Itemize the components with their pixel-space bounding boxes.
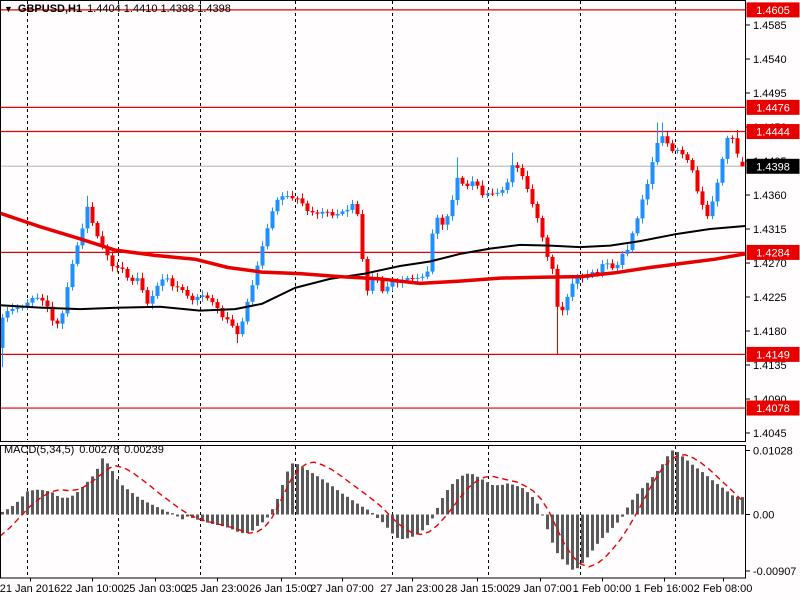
price-tick-label: 1.4360 — [753, 190, 787, 202]
time-tick-label: 25 Jan 03:00 — [123, 583, 187, 595]
time-tick-label: 29 Jan 07:00 — [508, 583, 572, 595]
level-price-badge: 1.4149 — [746, 346, 800, 362]
svg-text:1.4476: 1.4476 — [756, 102, 790, 114]
level-price-badge: 1.4078 — [746, 400, 800, 416]
svg-text:1.4605: 1.4605 — [756, 5, 790, 17]
time-tick-label: 1 Feb 00:00 — [573, 583, 632, 595]
macd-pane-border — [0, 445, 746, 579]
time-tick-label: 25 Jan 23:00 — [185, 583, 249, 595]
candlestick-series — [0, 122, 745, 368]
price-tick-label: 1.4180 — [753, 326, 787, 338]
time-tick-label: 28 Jan 15:00 — [445, 583, 509, 595]
time-tick-label: 21 Jan 2016 — [0, 583, 60, 595]
price-tick-label: 1.4585 — [753, 20, 787, 32]
vertical-grid-lines — [27, 1, 676, 577]
svg-text:1.4149: 1.4149 — [756, 349, 790, 361]
svg-text:1.4398: 1.4398 — [756, 161, 790, 173]
svg-text:1.4444: 1.4444 — [756, 127, 790, 139]
level-price-badge: 1.4444 — [746, 124, 800, 140]
level-price-badge: 1.4605 — [746, 2, 800, 18]
time-tick-label: 22 Jan 10:00 — [60, 583, 124, 595]
level-price-badge: 1.4476 — [746, 99, 800, 115]
macd-axis-label: 0.01028 — [753, 445, 793, 457]
svg-text:1.4284: 1.4284 — [756, 247, 790, 259]
time-tick-label: 26 Jan 15:00 — [249, 583, 313, 595]
level-price-badge: 1.4284 — [746, 244, 800, 260]
macd-signal-line — [0, 453, 742, 568]
macd-histogram — [1, 450, 744, 570]
macd-axis-label: 0.00 — [753, 510, 774, 522]
time-tick-label: 1 Feb 16:00 — [635, 583, 694, 595]
macd-axis-label: -0.00907 — [753, 566, 796, 578]
price-tick-label: 1.4045 — [753, 428, 787, 440]
time-tick-label: 2 Feb 08:00 — [694, 583, 753, 595]
price-axis: 1.45851.45401.44951.44501.44051.43601.43… — [745, 2, 800, 578]
main-pane-border — [0, 0, 746, 442]
price-tick-label: 1.4135 — [753, 360, 787, 372]
time-tick-label: 27 Jan 23:00 — [380, 583, 444, 595]
price-tick-label: 1.4315 — [753, 224, 787, 236]
time-tick-label: 27 Jan 07:00 — [310, 583, 374, 595]
svg-text:1.4078: 1.4078 — [756, 403, 790, 415]
ma-red-line — [0, 211, 746, 286]
price-tick-label: 1.4270 — [753, 258, 787, 270]
price-tick-label: 1.4540 — [753, 54, 787, 66]
price-tick-label: 1.4495 — [753, 88, 787, 100]
price-tick-label: 1.4225 — [753, 292, 787, 304]
current-price-badge: 1.4398 — [746, 158, 800, 174]
ma-black-line — [0, 225, 746, 312]
